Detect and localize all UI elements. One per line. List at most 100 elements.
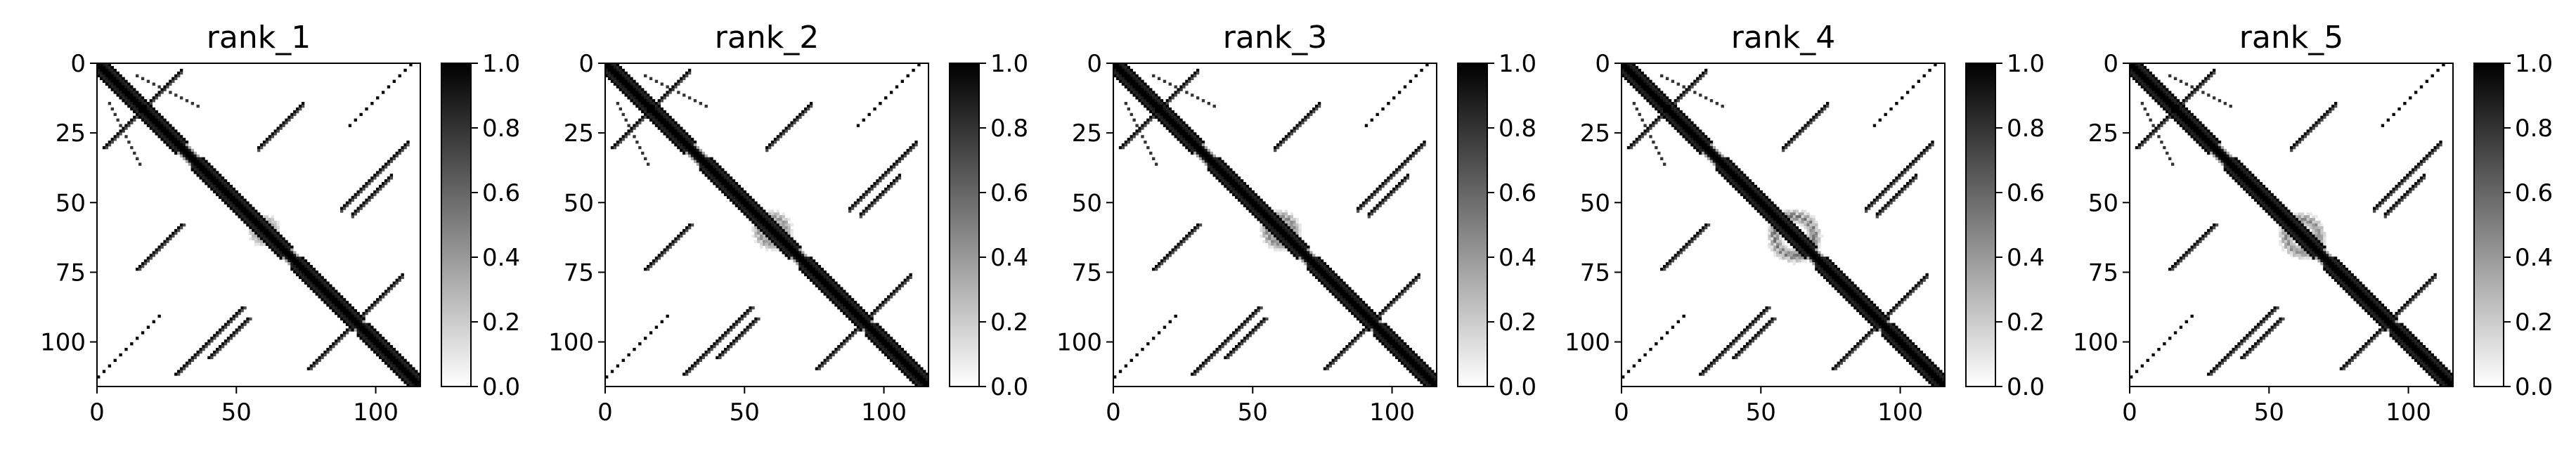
heatmap-cell xyxy=(1315,270,1319,274)
heatmap-cell xyxy=(232,204,235,207)
heatmap-cell xyxy=(757,204,760,207)
heatmap-cell xyxy=(160,124,164,127)
heatmap-cell xyxy=(1387,325,1390,329)
heatmap-cell xyxy=(207,176,211,180)
heatmap-cell xyxy=(290,267,294,271)
heatmap-cell xyxy=(1243,323,1247,326)
heatmap-cell xyxy=(1702,148,1705,152)
heatmap-cell xyxy=(318,278,321,282)
heatmap-cell xyxy=(1198,141,1203,144)
heatmap-cell xyxy=(1207,154,1211,158)
heatmap-cell xyxy=(1193,71,1197,75)
heatmap-cell xyxy=(671,141,675,144)
heatmap-cell xyxy=(906,74,910,78)
heatmap-cell xyxy=(837,287,841,290)
heatmap-cell xyxy=(1271,231,1274,235)
heatmap-cell xyxy=(848,295,852,299)
heatmap-cell xyxy=(1251,204,1255,207)
heatmap-cell xyxy=(226,184,231,188)
heatmap-cell xyxy=(1676,118,1680,122)
heatmap-cell xyxy=(823,270,827,274)
heatmap-cell xyxy=(704,171,708,174)
heatmap-cell xyxy=(773,240,777,243)
heatmap-cell xyxy=(152,129,155,133)
heatmap-cell xyxy=(379,345,382,349)
heatmap-cell xyxy=(1420,370,1423,373)
heatmap-cell xyxy=(1638,71,1641,75)
heatmap-cell xyxy=(381,356,385,360)
heatmap-cell xyxy=(1657,104,1661,108)
heatmap-cell xyxy=(1712,154,1716,158)
heatmap-cell xyxy=(1729,176,1733,180)
heatmap-cell xyxy=(1152,104,1156,108)
heatmap-cell xyxy=(1328,278,1332,282)
y-tick-label: 75 xyxy=(1072,259,1102,287)
heatmap-cell xyxy=(306,265,311,268)
heatmap-cell xyxy=(136,102,139,105)
heatmap-cell xyxy=(790,257,794,260)
heatmap-cell xyxy=(850,306,855,310)
heatmap-cell xyxy=(207,179,211,183)
heatmap-cell xyxy=(834,287,838,290)
heatmap-cell xyxy=(619,77,622,80)
heatmap-cell xyxy=(1165,102,1170,105)
heatmap-cell xyxy=(881,334,885,337)
heatmap-cell xyxy=(870,320,874,323)
heatmap-cell xyxy=(1423,143,1426,147)
heatmap-cell xyxy=(1245,190,1250,194)
heatmap-cell xyxy=(853,323,857,326)
heatmap-cell xyxy=(163,129,167,133)
heatmap-cell xyxy=(621,91,625,94)
heatmap-cell xyxy=(1782,148,1785,152)
heatmap-cell xyxy=(1154,110,1158,114)
heatmap-cell xyxy=(1307,254,1310,257)
heatmap-cell xyxy=(282,245,285,249)
heatmap-cell xyxy=(1387,331,1390,335)
heatmap-cell xyxy=(1704,138,1708,141)
heatmap-cell xyxy=(190,102,195,105)
heatmap-cell xyxy=(235,314,238,318)
heatmap-cell xyxy=(174,141,178,144)
heatmap-cell xyxy=(365,337,368,340)
heatmap-cell xyxy=(627,91,630,94)
heatmap-cell xyxy=(1406,358,1410,363)
heatmap-cell xyxy=(718,353,722,357)
heatmap-cell xyxy=(1406,174,1410,177)
heatmap-cell xyxy=(323,278,327,282)
heatmap-cell xyxy=(177,228,181,233)
heatmap-cell xyxy=(1361,314,1366,318)
heatmap-cell xyxy=(763,223,766,227)
y-tick-label: 25 xyxy=(564,119,594,148)
heatmap-cell xyxy=(652,115,656,119)
heatmap-cell xyxy=(177,71,181,75)
heatmap-cell xyxy=(740,195,744,200)
heatmap-cell xyxy=(652,110,656,114)
heatmap-cell xyxy=(1364,304,1368,307)
heatmap-cell xyxy=(1361,304,1366,307)
heatmap-cell xyxy=(1406,364,1410,368)
heatmap-cell xyxy=(296,270,299,274)
heatmap-cell xyxy=(409,364,413,368)
heatmap-cell xyxy=(221,325,225,329)
heatmap-cell xyxy=(716,174,719,177)
heatmap-cell xyxy=(1152,337,1156,340)
heatmap-cell xyxy=(321,356,324,360)
heatmap-cell xyxy=(365,311,368,316)
heatmap-cell xyxy=(1709,151,1714,155)
heatmap-cell xyxy=(1317,267,1321,271)
heatmap-cell xyxy=(1130,85,1133,89)
heatmap-cell xyxy=(779,242,783,246)
heatmap-cell xyxy=(1331,281,1335,285)
heatmap-cell xyxy=(926,381,929,384)
heatmap-cell xyxy=(1279,215,1283,219)
heatmap-cell xyxy=(1729,171,1733,174)
heatmap-cell xyxy=(141,112,145,117)
heatmap-cell xyxy=(177,226,181,230)
heatmap-cell xyxy=(605,65,609,70)
heatmap-cell xyxy=(1342,350,1346,354)
heatmap-cell xyxy=(1905,91,1910,94)
heatmap-cell xyxy=(1660,104,1664,108)
heatmap-cell xyxy=(1425,364,1429,368)
heatmap-cell xyxy=(1376,204,1379,207)
heatmap-cell xyxy=(1359,320,1363,323)
